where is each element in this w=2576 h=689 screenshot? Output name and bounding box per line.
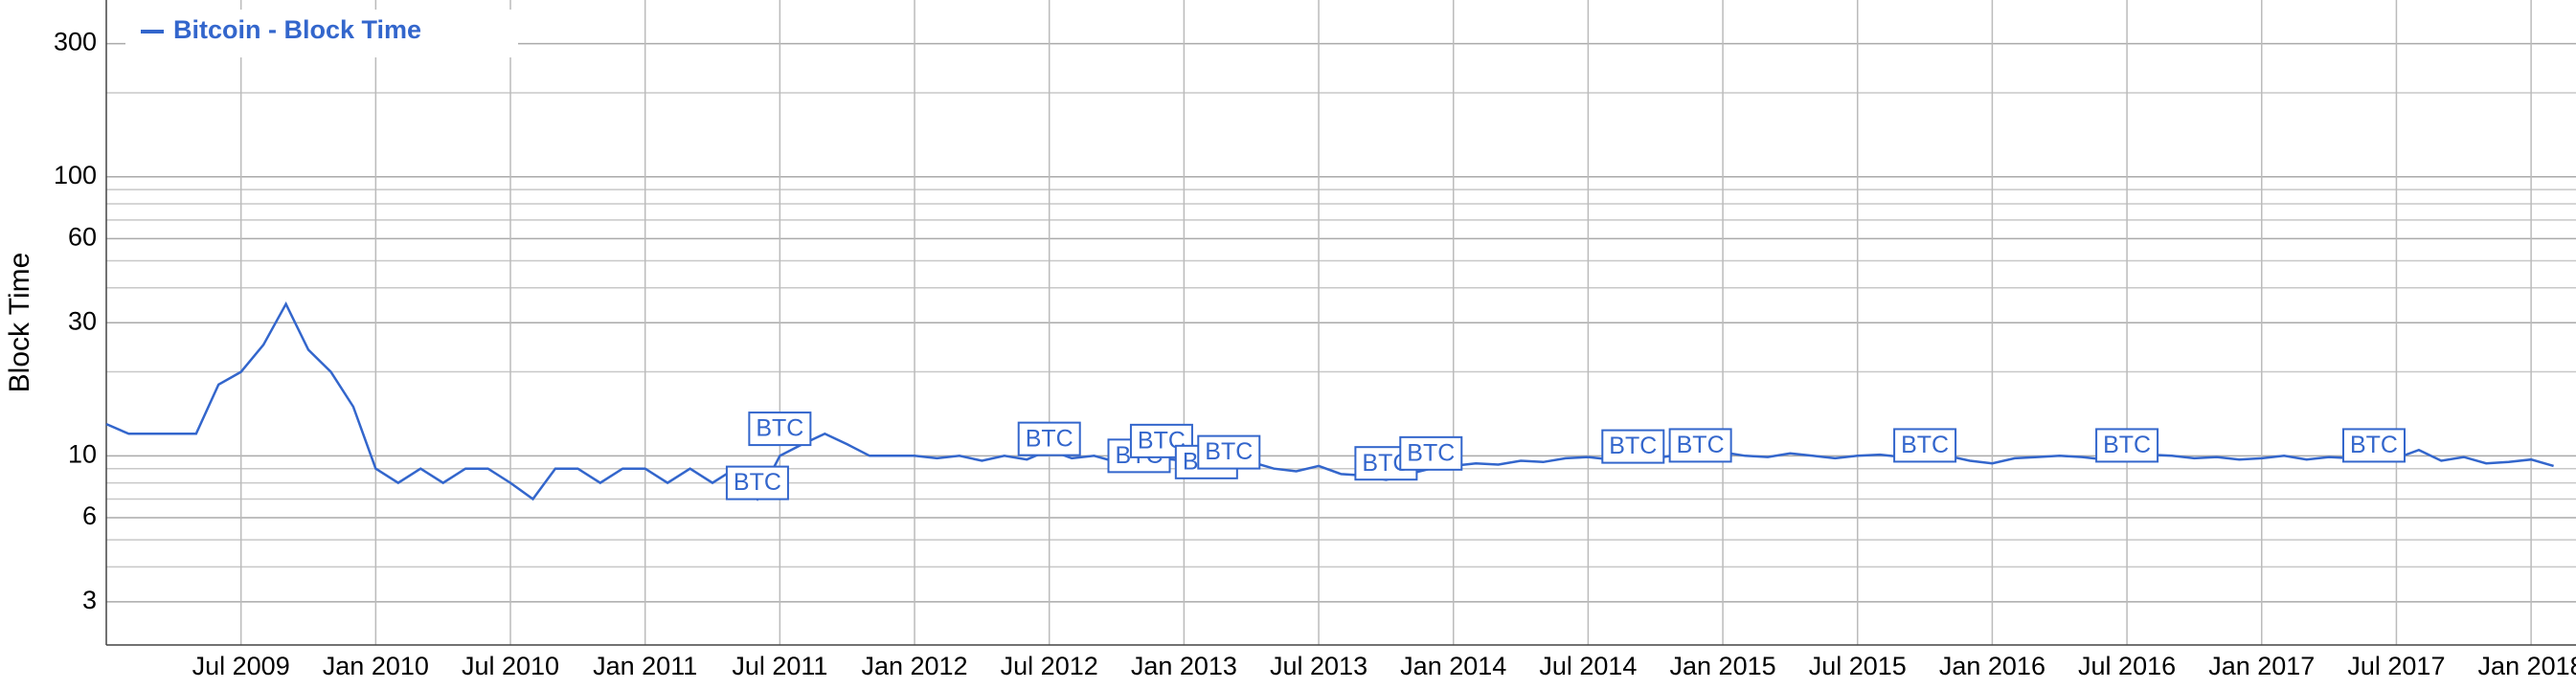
annotation-label: BTC — [2350, 432, 2398, 458]
x-tick-label: Jan 2013 — [1131, 652, 1237, 680]
annotation: BTC — [1893, 428, 1957, 463]
x-tick-label: Jul 2015 — [1809, 652, 1907, 680]
annotation: BTC — [1601, 429, 1665, 464]
y-tick-label: 6 — [82, 501, 97, 530]
x-tick-label: Jul 2010 — [462, 652, 559, 680]
x-tick-label: Jul 2013 — [1270, 652, 1367, 680]
x-tick-label: Jul 2011 — [732, 652, 827, 680]
x-tick-label: Jan 2012 — [861, 652, 967, 680]
annotation-label: BTC — [1407, 439, 1455, 466]
x-tick-label: Jul 2009 — [192, 652, 290, 680]
annotation-box — [748, 411, 812, 447]
annotation-label: BTC — [734, 469, 781, 496]
annotation: BTC — [748, 411, 812, 447]
annotation: BTC — [725, 465, 789, 500]
y-tick-label: 10 — [68, 439, 97, 468]
x-tick-label: Jan 2017 — [2208, 652, 2315, 680]
annotation: BTC — [2341, 428, 2406, 463]
annotation-box — [2095, 428, 2159, 463]
x-tick-label: Jan 2010 — [323, 652, 429, 680]
y-tick-label: 100 — [54, 161, 97, 189]
annotation: BTC — [1017, 421, 1081, 456]
x-tick-label: Jan 2016 — [1939, 652, 2045, 680]
x-tick-label: Jan 2018 — [2478, 652, 2576, 680]
annotation-label: BTC — [1026, 425, 1073, 452]
annotation: BTC — [2095, 428, 2159, 463]
annotation-box — [725, 465, 789, 500]
y-tick-label: 30 — [68, 306, 97, 335]
annotation-label: BTC — [2103, 432, 2151, 458]
y-tick-label: 300 — [54, 28, 97, 56]
x-tick-label: Jul 2014 — [1539, 652, 1637, 680]
annotation-label: BTC — [1205, 438, 1253, 465]
annotation-box — [1399, 435, 1463, 471]
annotation-box — [1601, 429, 1665, 464]
x-tick-label: Jan 2014 — [1400, 652, 1506, 680]
y-tick-label: 60 — [68, 223, 97, 252]
annotation-box — [1893, 428, 1957, 463]
x-tick-label: Jan 2011 — [593, 652, 697, 680]
annotation-box — [2341, 428, 2406, 463]
annotation: BTC — [1668, 428, 1732, 463]
x-tick-label: Jan 2015 — [1670, 652, 1776, 680]
x-tick-label: Jul 2012 — [1001, 652, 1098, 680]
annotation-box — [1017, 421, 1081, 456]
annotation-label: BTC — [1677, 432, 1725, 458]
x-tick-label: Jul 2017 — [2347, 652, 2445, 680]
y-tick-label: 3 — [82, 586, 97, 614]
annotation-label: BTC — [1901, 432, 1949, 458]
legend-label: Bitcoin - Block Time — [173, 15, 421, 44]
annotation-label: BTC — [756, 415, 803, 442]
annotation: BTC — [1399, 435, 1463, 471]
annotation-label: BTC — [1609, 433, 1657, 459]
y-axis-label: Block Time — [4, 253, 35, 393]
annotation: BTC — [1197, 434, 1261, 470]
annotation-box — [1668, 428, 1732, 463]
annotation-box — [1197, 434, 1261, 470]
legend-bg — [125, 10, 518, 57]
x-tick-label: Jul 2016 — [2078, 652, 2176, 680]
